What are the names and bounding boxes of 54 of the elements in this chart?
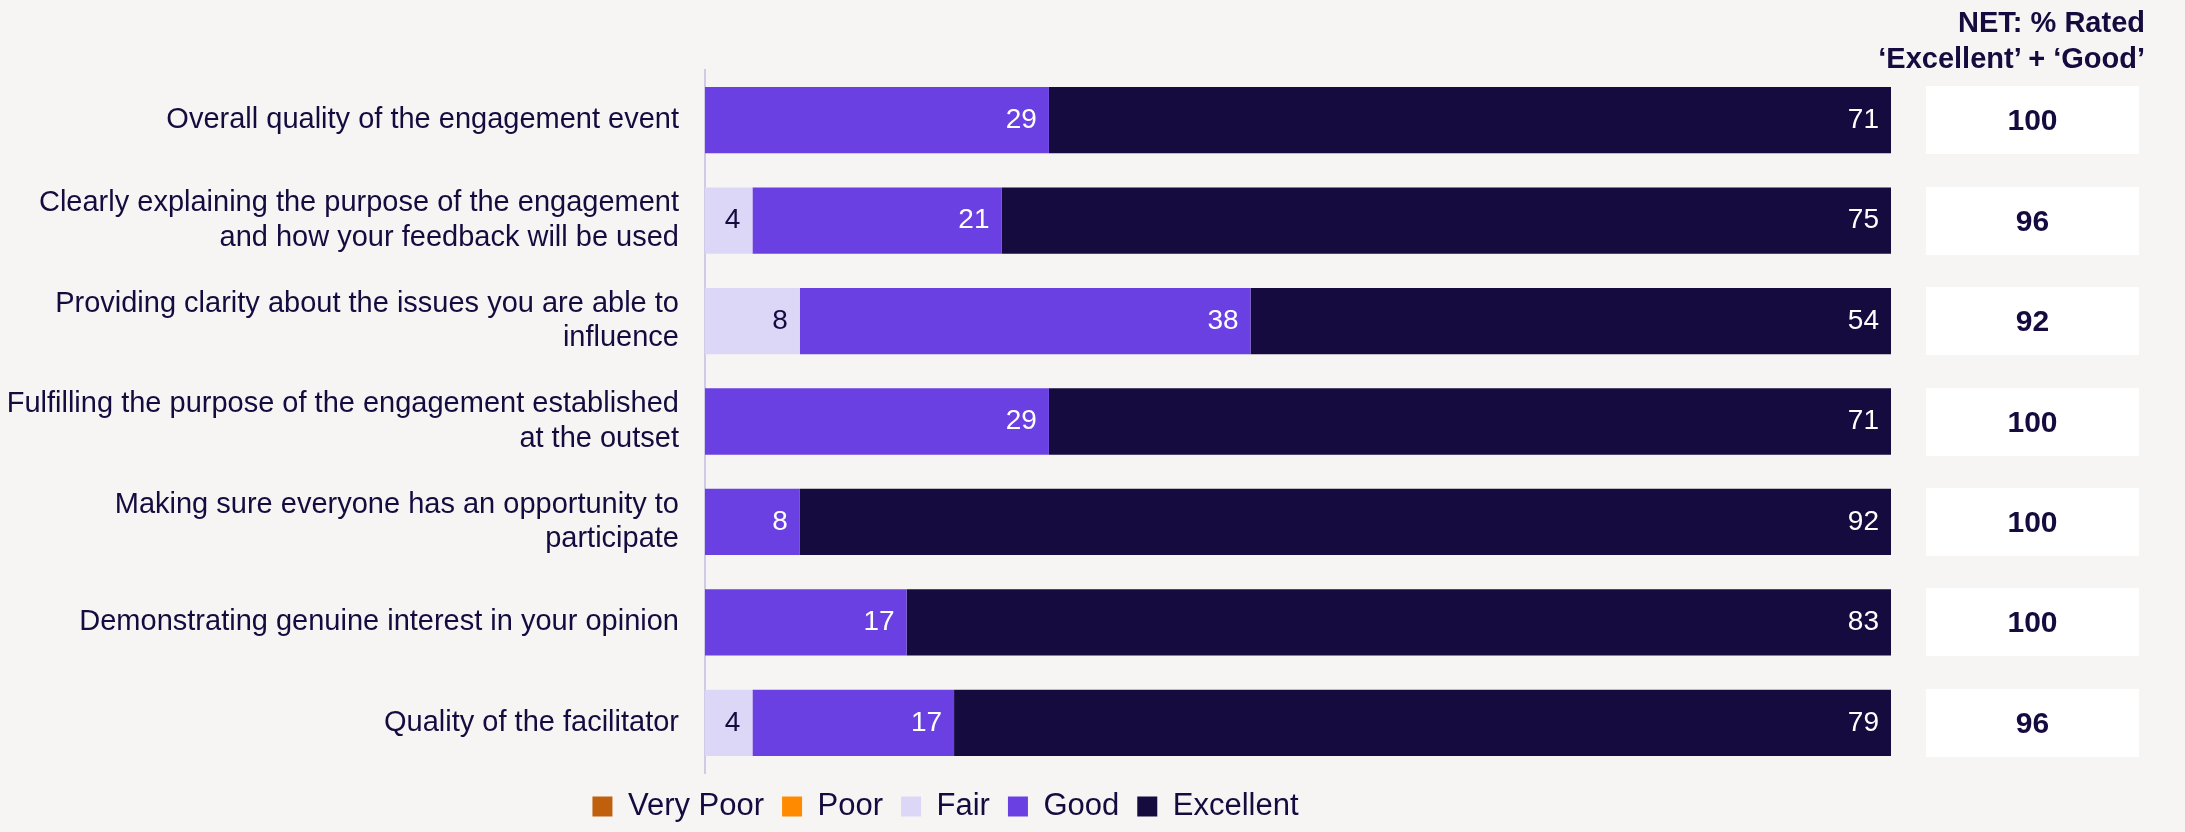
data-label: 29 — [1005, 404, 1037, 436]
bar — [705, 87, 1049, 154]
data-label: 21 — [958, 203, 990, 235]
data-label: 17 — [863, 605, 895, 637]
bar — [752, 689, 955, 756]
y-tick-label: Making sure everyone has an opportunity to participate — [114, 486, 679, 554]
data-label: 8 — [772, 504, 788, 536]
data-label: 71 — [1847, 404, 1879, 436]
text: 100 — [1926, 86, 2139, 155]
data-label: 54 — [1847, 303, 1879, 335]
bar — [954, 689, 1891, 756]
bar — [799, 488, 1891, 556]
bar — [705, 287, 800, 355]
data-label: 75 — [1847, 203, 1879, 235]
y-tick-label: Fulfilling the purpose of the engagement established at the outset — [6, 386, 679, 453]
data-label: 83 — [1847, 605, 1879, 637]
data-label: 4 — [724, 705, 741, 737]
legend-label: Good — [1043, 787, 1120, 823]
text: 100 — [1926, 588, 2139, 657]
data-label: 8 — [772, 303, 788, 335]
bar — [705, 589, 907, 656]
bar — [1250, 287, 1891, 355]
y-tick-label: Overall quality of the engagement event — [166, 102, 679, 135]
data-label: 4 — [724, 203, 741, 235]
data-label: 92 — [1847, 504, 1879, 536]
data-label: 79 — [1847, 705, 1879, 737]
text: 100 — [1926, 487, 2139, 556]
y-tick-label: Demonstrating genuine interest in your opinion — [79, 604, 679, 637]
data-label: 38 — [1207, 303, 1239, 335]
data-label: 29 — [1005, 102, 1037, 134]
y-tick-label: Clearly explaining the purpose of the engagement and how your feedback will be used — [38, 185, 679, 253]
legend-label: Fair — [936, 787, 990, 823]
y-tick-label: Quality of the facilitator — [384, 704, 680, 737]
legend-label: Excellent — [1172, 787, 1299, 823]
text: 96 — [1926, 186, 2139, 255]
bar — [1048, 87, 1891, 154]
bar — [705, 388, 1049, 455]
bar — [705, 488, 800, 556]
legend-label: Very Poor — [627, 787, 765, 823]
text: NET: % Rated ‘Excellent’ + ‘Good’ — [1877, 5, 2145, 76]
bar — [799, 287, 1251, 355]
text: 100 — [1926, 387, 2139, 456]
bar — [705, 187, 753, 254]
legend-label: Poor — [817, 787, 884, 823]
bar — [1001, 187, 1891, 254]
bar — [906, 589, 1891, 656]
text: 96 — [1926, 688, 2139, 757]
text: 92 — [1926, 287, 2139, 356]
bar — [1048, 388, 1891, 455]
y-tick-label: Providing clarity about the issues you are able to influence — [55, 285, 679, 353]
bar — [752, 187, 1002, 254]
data-label: 17 — [910, 705, 943, 737]
bar — [705, 689, 753, 756]
data-label: 71 — [1847, 102, 1879, 134]
